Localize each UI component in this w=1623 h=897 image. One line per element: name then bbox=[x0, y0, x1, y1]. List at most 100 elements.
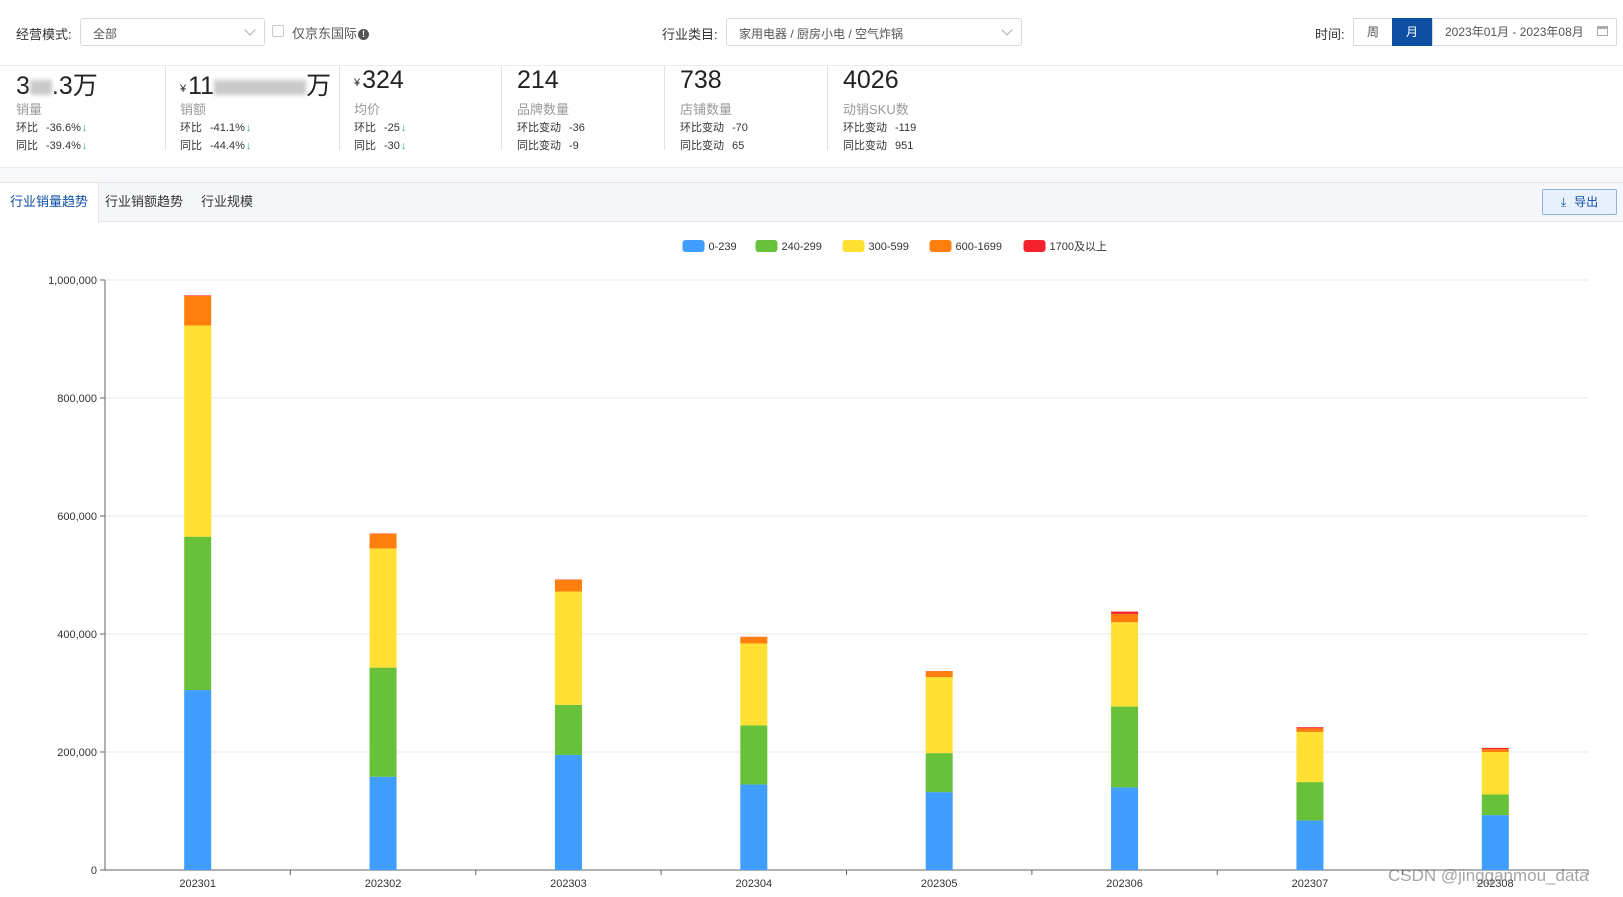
export-button[interactable]: ⤓ 导出 bbox=[1542, 189, 1617, 215]
chevron-down-icon bbox=[244, 24, 256, 36]
tab-bar: 行业销量趋势 行业销额趋势 行业规模 ⤓ 导出 bbox=[0, 182, 1623, 223]
stacked-bar-chart: 0 200,000 400,000 600,000 800,000 1,000,000 20… bbox=[48, 240, 1589, 890]
kpi-sales-amount: ¥11 万 销额 环比 -41.1%↓ 同比 -44.4%↓ bbox=[180, 66, 340, 152]
bar-segment bbox=[554, 591, 582, 705]
y-tick-label: 0 bbox=[91, 865, 97, 877]
category-select[interactable]: 家用电器 / 厨房小电 / 空气炸锅 bbox=[726, 18, 1022, 46]
bar-segment bbox=[925, 671, 953, 678]
kpi-yoy: 同比变动 951 bbox=[843, 137, 913, 153]
kpi-name: 销额 bbox=[180, 102, 207, 117]
mode-label: 经营模式: bbox=[16, 27, 72, 42]
kpi-yoy-label: 同比 bbox=[180, 140, 202, 152]
bar-segment bbox=[740, 636, 768, 644]
kpi-mom-label: 环比变动 bbox=[843, 122, 887, 134]
kpi-yoy: 同比变动 -9 bbox=[517, 137, 579, 153]
bar-segment bbox=[925, 677, 953, 754]
bar-segment bbox=[1481, 794, 1509, 816]
intl-only-checkbox[interactable] bbox=[272, 25, 284, 37]
watermark: CSDN @jingganmou_data bbox=[1388, 866, 1589, 885]
y-tick-label: 600,000 bbox=[57, 511, 97, 523]
kpi-avg-price: ¥324 均价 环比 -25↓ 同比 -30↓ bbox=[354, 66, 502, 152]
legend-swatch bbox=[755, 240, 778, 252]
legend-label: 240-299 bbox=[782, 241, 822, 253]
x-tick-label: 202308 bbox=[1477, 878, 1514, 890]
kpi-mom-value: -36 bbox=[569, 122, 585, 134]
x-tick-label: 202305 bbox=[921, 878, 958, 890]
legend-swatch bbox=[1023, 240, 1046, 252]
bar-segment bbox=[184, 295, 212, 326]
kpi-yoy-label: 同比变动 bbox=[517, 140, 561, 152]
kpi-yoy-value: 65 bbox=[732, 140, 745, 152]
tab-industry-sales-trend[interactable]: 行业销额趋势 bbox=[105, 194, 184, 209]
kpi-mom-label: 环比 bbox=[16, 122, 38, 134]
legend-swatch bbox=[682, 240, 705, 252]
bar-segment bbox=[369, 548, 397, 668]
kpi-mom-value: -119 bbox=[895, 122, 917, 134]
bar-segment bbox=[369, 533, 397, 549]
legend-swatch bbox=[842, 240, 865, 252]
kpi-yoy: 同比变动 65 bbox=[680, 137, 744, 153]
currency-symbol: ¥ bbox=[180, 83, 187, 95]
y-tick-label: 1,000,000 bbox=[48, 275, 97, 287]
legend-label: 300-599 bbox=[869, 241, 909, 253]
bar-segment bbox=[554, 754, 582, 870]
filter-bar: 经营模式: 全部 仅京东国际! 行业类目: 家用电器 / 厨房小电 / 空气炸锅… bbox=[0, 0, 1623, 66]
kpi-brand-count: 214 品牌数量 环比变动 -36 同比变动 -9 bbox=[517, 66, 665, 153]
bar-segment bbox=[1296, 820, 1324, 870]
time-label: 时间: bbox=[1315, 27, 1345, 42]
week-toggle[interactable]: 周 bbox=[1353, 18, 1393, 46]
kpi-value-suffix: .3万 bbox=[51, 72, 98, 100]
kpi-yoy-value: -30 bbox=[384, 140, 400, 152]
kpi-mom-value: -70 bbox=[732, 122, 748, 134]
kpi-mom-value: -41.1% bbox=[210, 122, 245, 134]
kpi-yoy-label: 同比变动 bbox=[843, 140, 887, 152]
kpi-yoy-value: 951 bbox=[895, 140, 914, 152]
mode-select[interactable]: 全部 bbox=[80, 18, 265, 46]
category-select-value: 家用电器 / 厨房小电 / 空气炸锅 bbox=[739, 27, 904, 41]
download-icon: ⤓ bbox=[1560, 195, 1567, 209]
date-range-value: 2023年01月 - 2023年08月 bbox=[1445, 25, 1584, 39]
chevron-down-icon bbox=[1001, 24, 1013, 36]
kpi-value: 214 bbox=[517, 66, 559, 94]
bar-segment bbox=[1481, 815, 1509, 870]
kpi-yoy-label: 同比 bbox=[16, 140, 38, 152]
bar-segment bbox=[184, 690, 212, 870]
bar-segment bbox=[740, 784, 768, 870]
date-range-picker[interactable]: 2023年01月 - 2023年08月 bbox=[1432, 18, 1617, 46]
x-tick-label: 202301 bbox=[179, 878, 216, 890]
mode-select-value: 全部 bbox=[93, 27, 118, 41]
bar-segment bbox=[740, 643, 768, 726]
kpi-value: 3 .3万 bbox=[16, 66, 98, 102]
bar-segment bbox=[1296, 731, 1324, 783]
tab-industry-volume-trend[interactable]: 行业销量趋势 bbox=[0, 183, 100, 223]
kpi-mom-label: 环比变动 bbox=[517, 122, 561, 134]
kpi-mom-label: 环比变动 bbox=[680, 122, 724, 134]
bar-segment bbox=[925, 792, 953, 870]
tab-industry-scale[interactable]: 行业规模 bbox=[201, 194, 254, 209]
x-tick-label: 202302 bbox=[365, 878, 402, 890]
intl-only-text: 仅京东国际 bbox=[292, 26, 358, 41]
kpi-value: ¥324 bbox=[354, 66, 404, 95]
bar-segment bbox=[1481, 752, 1509, 795]
kpi-name: 动销SKU数 bbox=[843, 102, 909, 117]
bar-segment bbox=[184, 325, 212, 537]
y-tick-label: 200,000 bbox=[57, 747, 97, 759]
arrow-down-icon: ↓ bbox=[400, 140, 407, 152]
info-icon[interactable]: ! bbox=[358, 29, 370, 40]
kpi-value: 738 bbox=[680, 66, 722, 94]
x-tick-label: 202303 bbox=[550, 878, 587, 890]
kpi-shop-count: 738 店铺数量 环比变动 -70 同比变动 65 bbox=[680, 66, 828, 153]
kpi-mom: 环比 -41.1%↓ bbox=[180, 119, 251, 135]
section-gap bbox=[0, 168, 1623, 182]
kpi-yoy-value: -9 bbox=[569, 140, 579, 152]
bar-segment bbox=[1111, 622, 1139, 707]
export-label: 导出 bbox=[1574, 195, 1599, 209]
kpi-mom: 环比变动 -70 bbox=[680, 119, 748, 135]
bar-segment bbox=[1296, 782, 1324, 821]
bar-segment bbox=[1481, 749, 1509, 752]
kpi-mom: 环比变动 -36 bbox=[517, 119, 585, 135]
bar-segment bbox=[1111, 787, 1139, 870]
arrow-down-icon: ↓ bbox=[245, 140, 252, 152]
month-toggle[interactable]: 月 bbox=[1392, 18, 1432, 46]
bar-segment bbox=[184, 536, 212, 691]
